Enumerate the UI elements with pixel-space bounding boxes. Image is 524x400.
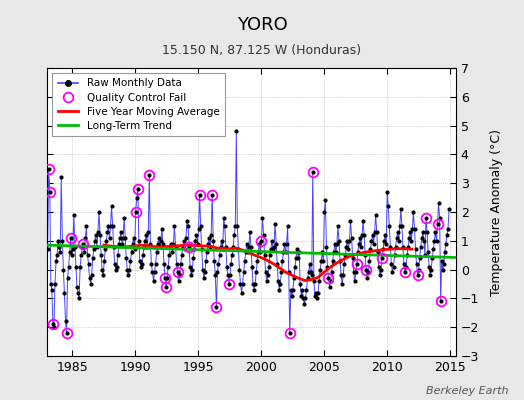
Text: 15.150 N, 87.125 W (Honduras): 15.150 N, 87.125 W (Honduras) — [162, 44, 362, 57]
Y-axis label: Temperature Anomaly (°C): Temperature Anomaly (°C) — [490, 128, 503, 296]
Text: YORO: YORO — [237, 16, 287, 34]
Legend: Raw Monthly Data, Quality Control Fail, Five Year Moving Average, Long-Term Tren: Raw Monthly Data, Quality Control Fail, … — [52, 73, 225, 136]
Text: Berkeley Earth: Berkeley Earth — [426, 386, 508, 396]
